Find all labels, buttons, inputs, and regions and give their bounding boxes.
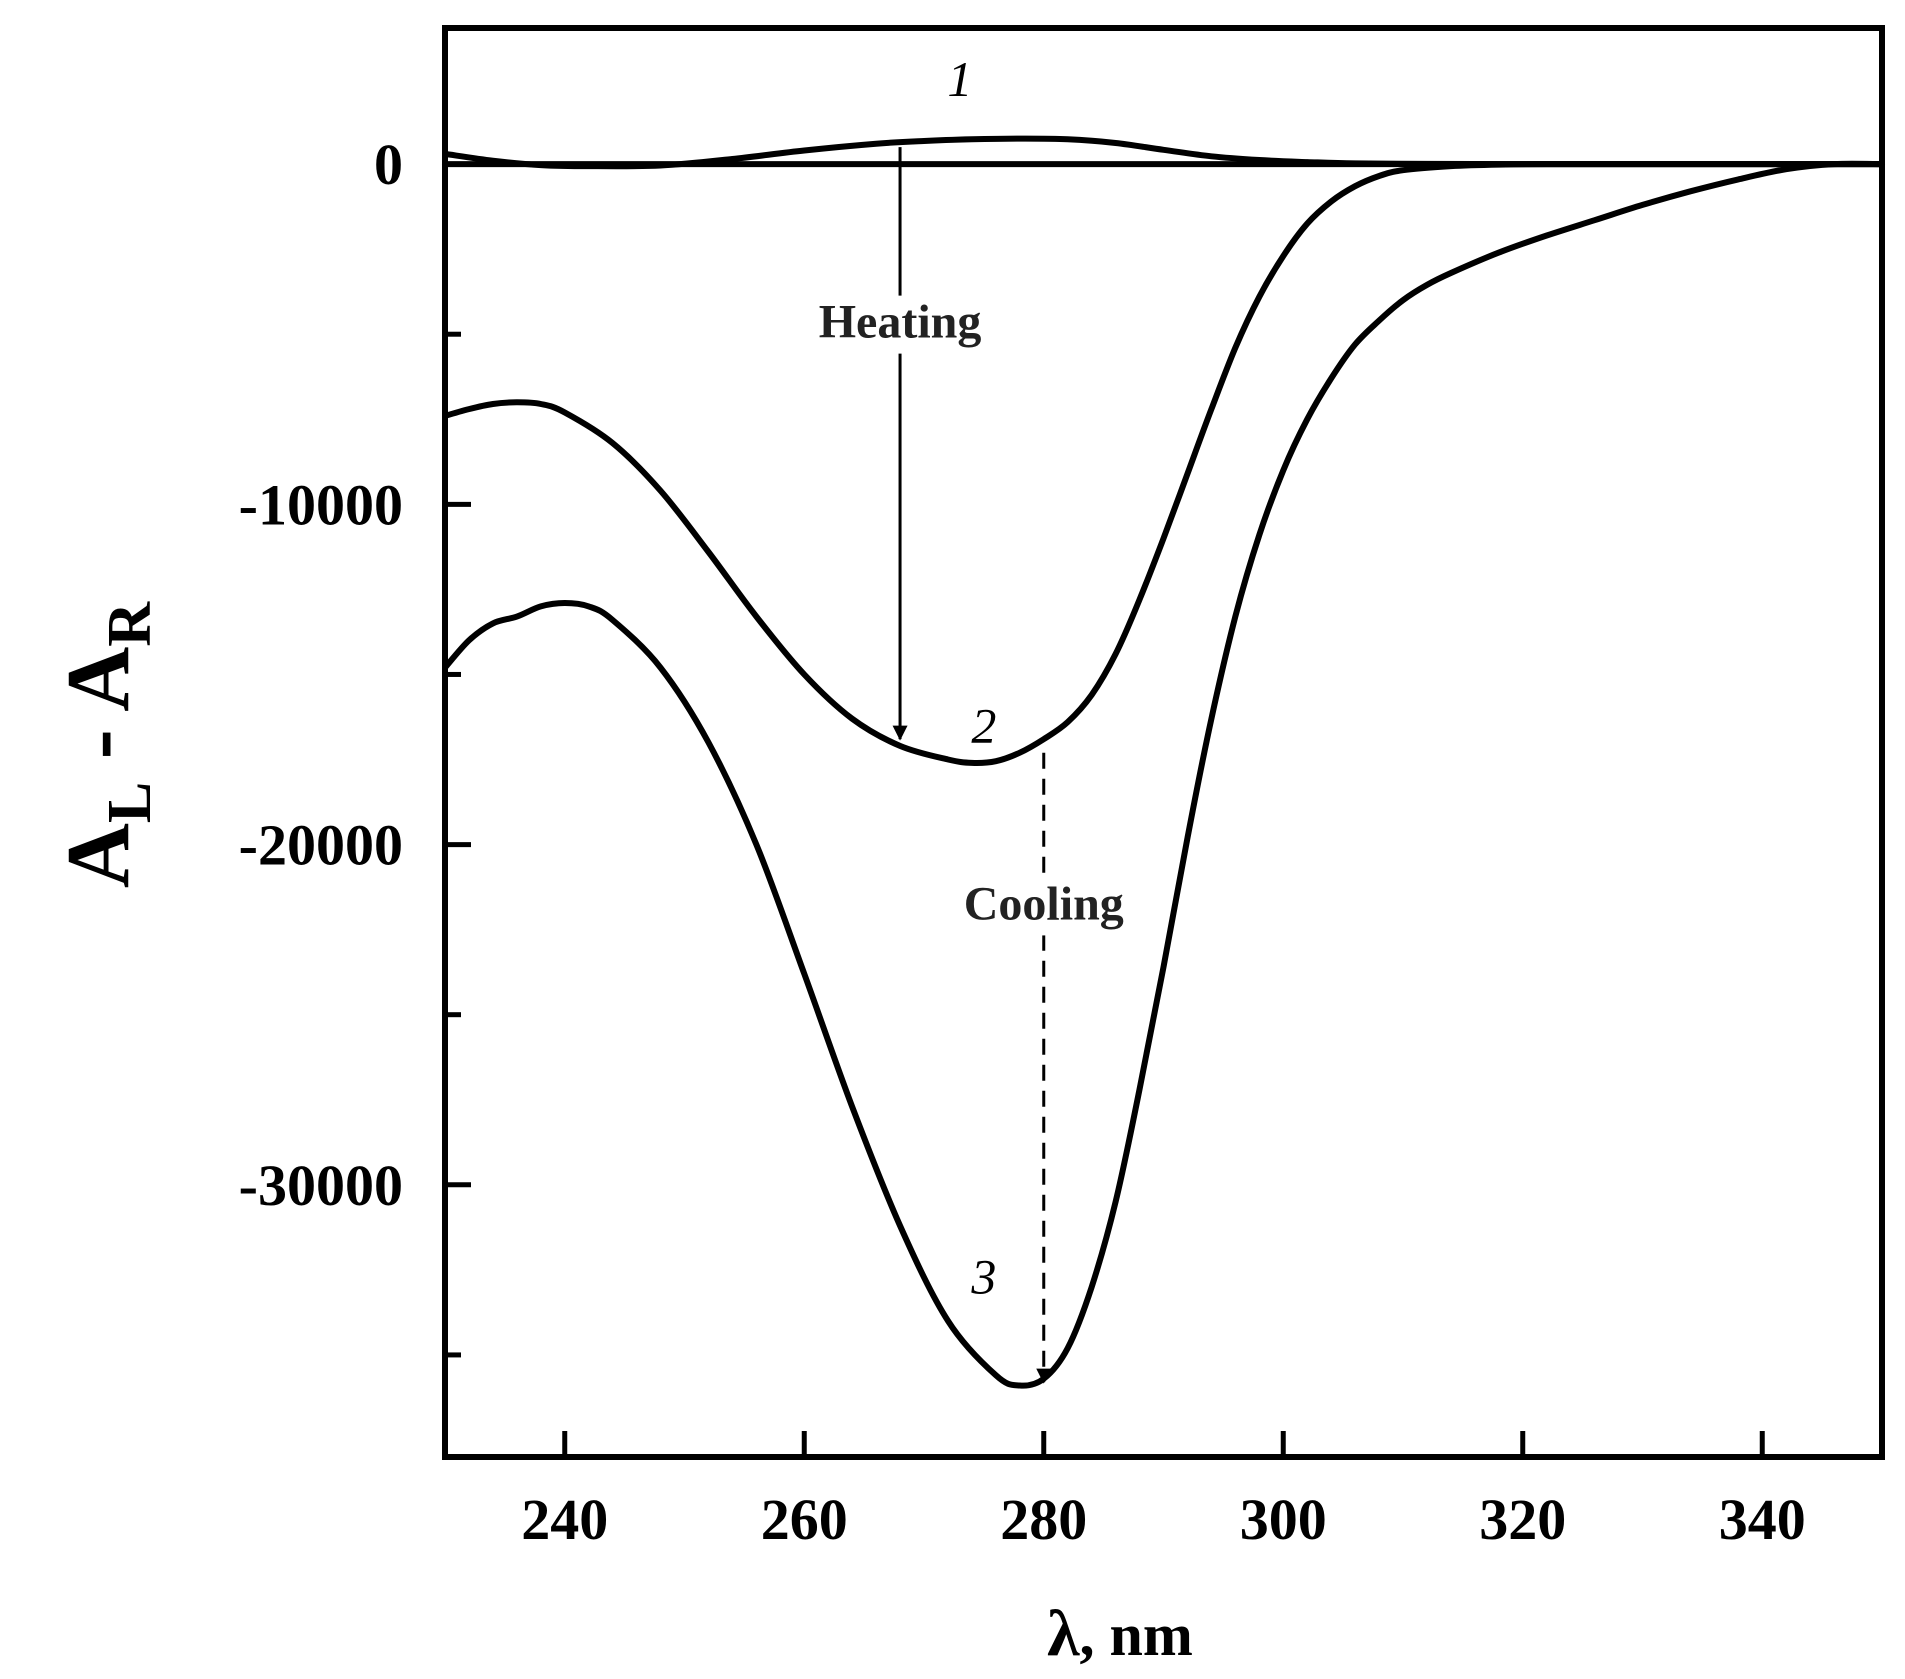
plot-frame xyxy=(442,25,1885,1460)
cooling-label: Cooling xyxy=(964,877,1124,930)
series-2-label: 2 xyxy=(971,698,996,754)
series-3-label: 3 xyxy=(970,1249,996,1305)
y-tick-label: -10000 xyxy=(239,472,403,537)
x-axis-title: λ, nm xyxy=(1047,1597,1193,1670)
x-tick-label: 300 xyxy=(1240,1487,1327,1552)
y-tick-label: -20000 xyxy=(239,813,403,878)
heating-label-bg xyxy=(799,295,1002,354)
series-curves: 1 2 3 xyxy=(442,51,1885,1389)
x-tick-label: 280 xyxy=(1000,1487,1087,1552)
x-tick-label: 240 xyxy=(521,1487,608,1552)
series-1-label: 1 xyxy=(947,51,972,107)
y-tick-label: -30000 xyxy=(239,1153,403,1218)
y-axis-title: AL - AR xyxy=(49,601,164,888)
series-2-line xyxy=(442,161,1885,766)
y-tick-label: 0 xyxy=(374,132,403,197)
x-tick-label: 340 xyxy=(1719,1487,1806,1552)
axis-ticks: 240 260 280 300 320 340 0 -10000 -20000 -30000 xyxy=(239,132,1806,1552)
x-tick-label: 260 xyxy=(761,1487,848,1552)
series-3-line xyxy=(442,160,1885,1389)
annotations: Heating Cooling xyxy=(799,147,1145,1384)
heating-label: Heating xyxy=(819,296,982,349)
x-tick-label: 320 xyxy=(1479,1487,1566,1552)
plot-area xyxy=(442,25,1885,1460)
cooling-label-bg xyxy=(942,877,1145,936)
